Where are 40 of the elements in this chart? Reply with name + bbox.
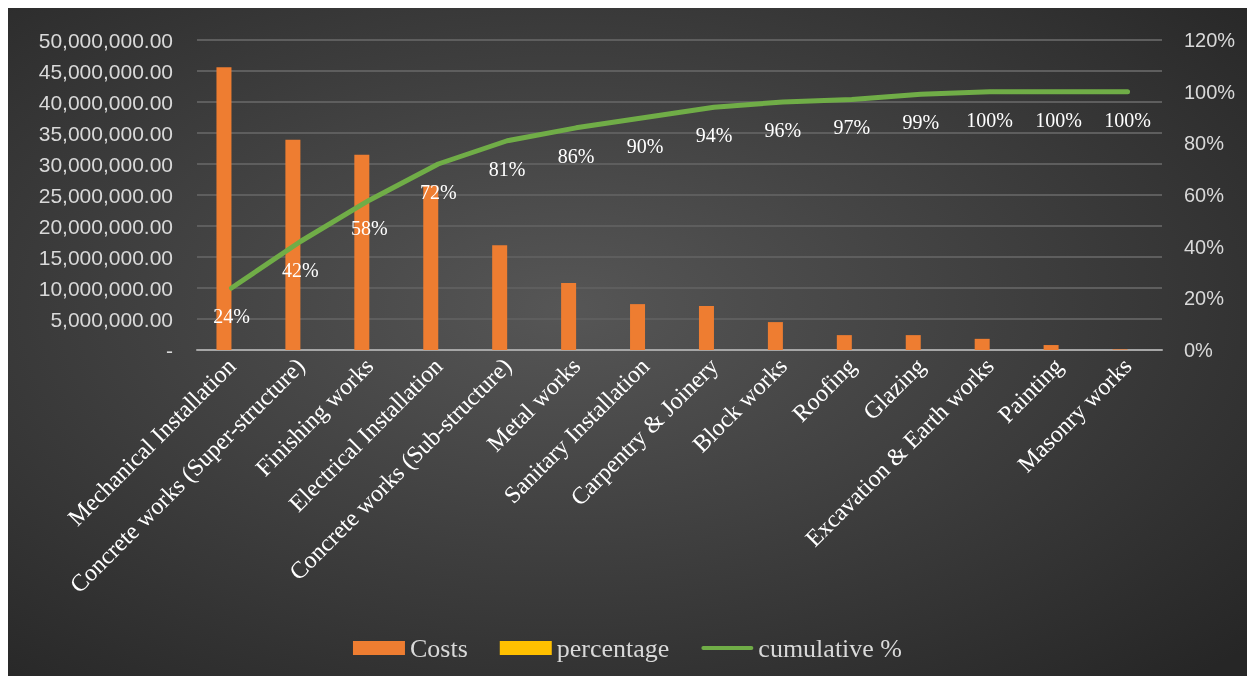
data-label: 97% [833,116,871,139]
bar [1043,345,1059,350]
data-label: 99% [902,111,940,134]
y-tick-label: 30,000,000.00 [38,152,173,176]
y2-tick-label: 60% [1184,184,1225,206]
data-label: 100% [966,108,1014,131]
y-tick-label: 15,000,000.00 [38,245,173,269]
y-tick-label: 40,000,000.00 [38,90,173,114]
data-label: 90% [626,134,664,157]
y-tick-label: 10,000,000.00 [38,276,173,300]
bar [836,335,852,350]
data-label: 96% [764,119,802,141]
y2-tick-label: 120% [1184,29,1236,51]
data-label: 86% [557,144,595,167]
bar [698,305,714,350]
y-tick-label: 20,000,000.00 [38,214,173,238]
y-tick-label: 25,000,000.00 [38,183,173,207]
y-tick-label: 45,000,000.00 [38,59,173,83]
legend-label: percentage [556,633,670,663]
data-label: 94% [695,124,733,147]
legend-label: Costs [409,633,468,663]
bar [974,338,990,350]
y2-tick-label: 40% [1184,235,1225,258]
bar [630,304,646,350]
y2-tick-label: 80% [1184,132,1225,155]
bar [767,322,783,350]
y2-tick-label: 0% [1184,339,1214,361]
y2-tick-label: 20% [1184,287,1225,310]
y2-tick-label: 100% [1184,80,1236,103]
y-tick-label: - [166,338,173,362]
y-tick-label: 50,000,000.00 [38,28,173,52]
bar [905,335,921,350]
y-tick-label: 5,000,000.00 [50,307,173,331]
data-label: 81% [488,157,526,180]
data-label: 100% [1104,108,1151,131]
bar [561,283,577,350]
y-tick-label: 35,000,000.00 [38,121,173,145]
data-label: 100% [1035,108,1082,131]
bar [492,245,508,350]
legend-label: cumulative % [758,633,903,663]
